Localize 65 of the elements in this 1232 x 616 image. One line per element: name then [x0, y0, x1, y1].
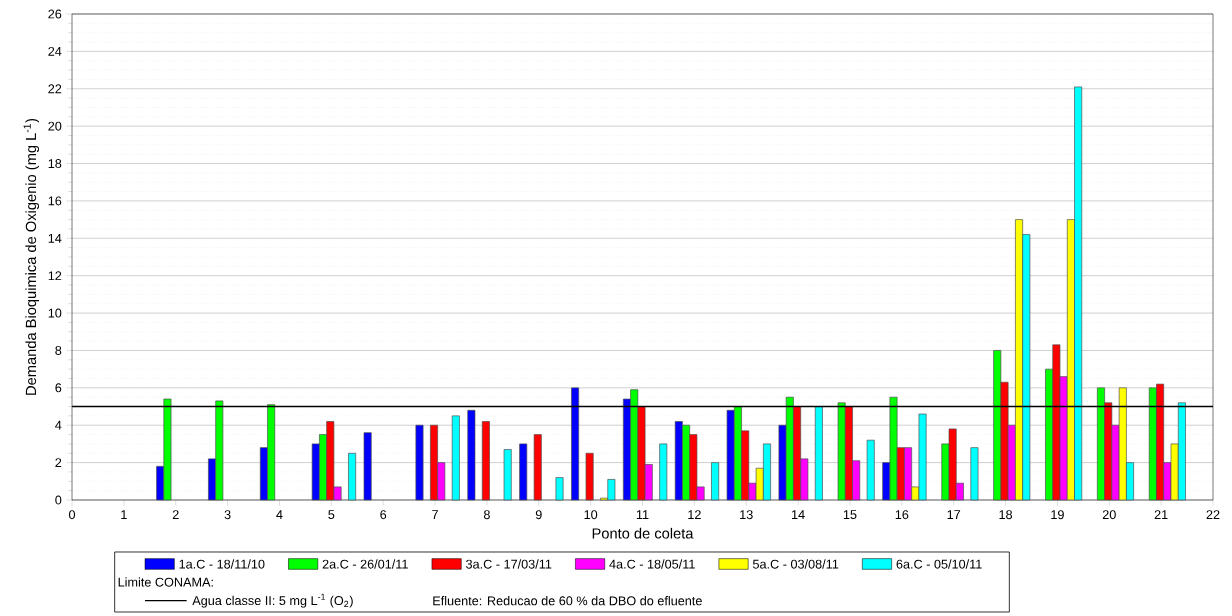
bar	[866, 439, 875, 501]
x-tick-label: 21	[1154, 510, 1168, 520]
bar	[533, 434, 542, 501]
legend-label: 3a.C - 17/03/11	[466, 559, 552, 569]
x-tick-label: 15	[843, 510, 857, 519]
x-tick-label: 2	[172, 510, 179, 520]
bar	[415, 424, 424, 501]
x-tick-label: 6	[380, 510, 387, 520]
x-tick-label: 9	[535, 510, 542, 520]
legend-label: 4a.C - 18/05/11	[609, 559, 695, 569]
bar	[571, 387, 580, 501]
bar	[519, 443, 528, 501]
bar	[503, 449, 512, 501]
x-tick-label: 5	[328, 510, 335, 519]
text: Efluente: Reducao de 60 % da DBO do efluente	[433, 596, 702, 606]
x-tick-label: 16	[895, 510, 909, 520]
x-tick-label: 4	[276, 510, 283, 519]
y-tick-label: 22	[48, 84, 62, 94]
y-axis-title: Demanda Bioquimica de Oxigenio (mg L$^{-1}$)	[23, 118, 40, 395]
bar	[348, 452, 357, 501]
x-tick-label: 3	[224, 510, 231, 520]
y-tick-label: 10	[48, 308, 62, 318]
bar	[481, 421, 490, 501]
x-tick-label: 11	[636, 510, 649, 519]
x-tick-label: 12	[688, 510, 701, 520]
x-tick-label: 18	[999, 510, 1013, 520]
y-tick-label: 2	[55, 458, 62, 468]
legend-label: 1a.C - 18/11/10	[179, 559, 265, 569]
y-tick-label: 12	[48, 271, 62, 281]
x-tick-label: 7	[432, 510, 438, 519]
bar	[659, 443, 668, 501]
legend-label: 2a.C - 26/01/11	[322, 559, 408, 569]
y-tick-label: 26	[48, 9, 62, 19]
y-tick-label: 8	[55, 345, 62, 355]
y-tick-label: 18	[48, 159, 62, 169]
y-tick-label: 24	[48, 46, 62, 56]
y-tick-label: 16	[48, 196, 62, 206]
x-tick-label: 19	[1051, 510, 1064, 520]
bar	[814, 406, 823, 501]
x-tick-label: 13	[740, 510, 753, 520]
y-tick-label: 0	[55, 495, 62, 505]
bar	[711, 462, 720, 501]
y-tick-label: 14	[48, 233, 62, 243]
x-tick-label: 20	[1102, 510, 1116, 520]
x-tick-label: 22	[1206, 510, 1220, 520]
text: Limite CONAMA:	[118, 577, 213, 587]
x-axis-title: Ponto de coleta	[592, 527, 694, 539]
bar	[467, 409, 476, 501]
y-tick-label: 20	[48, 121, 62, 131]
x-tick-label: 14	[792, 510, 805, 519]
x-tick-label: 8	[483, 510, 490, 520]
legend-label: 5a.C - 03/08/11	[752, 559, 839, 569]
y-tick-label: 4	[55, 420, 62, 430]
bar	[555, 477, 564, 501]
legend-label: 6a.C - 05/10/11	[896, 559, 982, 569]
x-tick-label: 1	[121, 510, 127, 519]
bar	[585, 452, 594, 501]
bar	[451, 415, 460, 501]
legend-label: Agua classe II: 5 mg L$^{-1}$ (O$_{2}$)	[192, 593, 353, 608]
bar	[970, 447, 979, 501]
x-tick-label: 10	[584, 510, 598, 520]
bar	[363, 432, 372, 501]
x-tick-label: 17	[947, 510, 961, 519]
x-tick-label: 0	[68, 510, 76, 520]
y-tick-label: 6	[55, 383, 62, 393]
